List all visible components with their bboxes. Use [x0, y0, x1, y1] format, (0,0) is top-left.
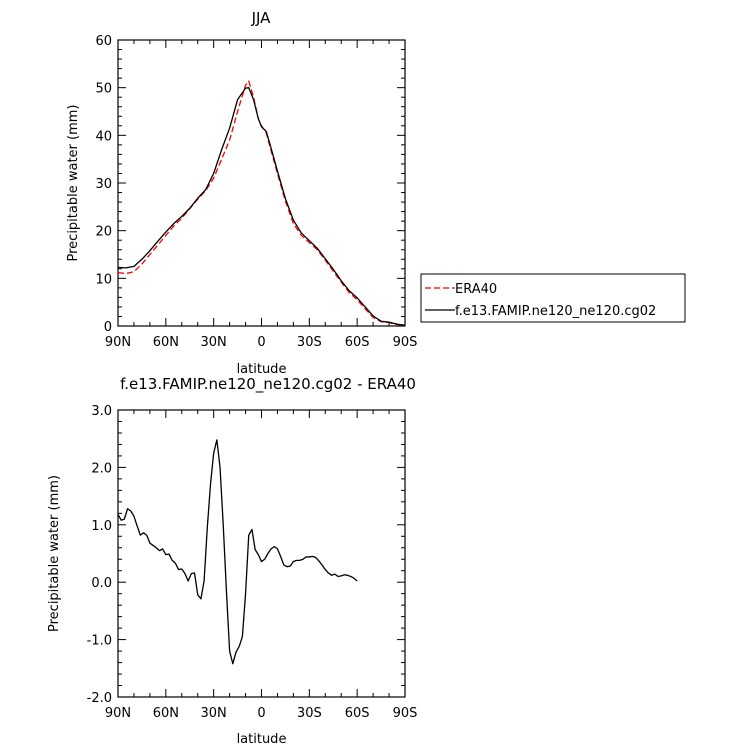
y-tick-label: 30	[95, 177, 112, 192]
legend-label: f.e13.FAMIP.ne120_ne120.cg02	[455, 304, 656, 319]
x-tick-label: 90S	[393, 706, 418, 721]
x-tick-label: 0	[257, 335, 265, 350]
x-tick-label: 90S	[393, 335, 418, 350]
legend-label: ERA40	[455, 282, 497, 297]
chart-title: JJA	[251, 9, 272, 27]
y-tick-label: 3.0	[91, 404, 112, 419]
y-tick-label: 20	[95, 225, 112, 240]
x-tick-label: 30S	[297, 706, 322, 721]
legend: ERA40 f.e13.FAMIP.ne120_ne120.cg02	[420, 273, 686, 323]
y-tick-label: 60	[95, 34, 112, 49]
y-tick-label: 0.0	[91, 576, 112, 591]
y-axis-label: Precipitable water (mm)	[66, 105, 81, 262]
chart-panel-1: JJA 90N 60N 30N 0 30S 60S 90S 0 10 20 30 40 50 60 latit…	[66, 9, 686, 377]
y-tick-label: 0	[104, 320, 112, 335]
x-tick-label: 60S	[345, 706, 370, 721]
y-tick-label: -2.0	[87, 691, 112, 706]
legend-box	[420, 273, 686, 323]
y-tick-label: 2.0	[91, 461, 112, 476]
y-tick-label: 40	[95, 129, 112, 144]
x-tick-label: 30S	[297, 335, 322, 350]
plot-frame	[117, 39, 406, 327]
x-tick-label: 30N	[201, 335, 227, 350]
y-tick-label: 1.0	[91, 519, 112, 534]
chart-panel-2: f.e13.FAMIP.ne120_ne120.cg02 - ERA40 90N 6…	[47, 375, 417, 747]
plot-frame	[117, 409, 406, 698]
y-tick-label: 10	[95, 272, 112, 287]
x-tick-label: 90N	[105, 706, 131, 721]
chart-title: f.e13.FAMIP.ne120_ne120.cg02 - ERA40	[120, 375, 416, 394]
y-tick-label: -1.0	[87, 634, 112, 649]
y-axis-label: Precipitable water (mm)	[47, 475, 62, 632]
x-tick-label: 90N	[105, 335, 131, 350]
series-line-f-e13-famip-ne120-ne120-cg02	[117, 87, 406, 326]
x-tick-label: 60N	[153, 335, 179, 350]
x-tick-label: 60S	[345, 335, 370, 350]
series-line-difference	[117, 439, 358, 665]
x-tick-label: 0	[257, 706, 265, 721]
x-axis-label: latitude	[237, 362, 287, 377]
x-tick-label: 30N	[201, 706, 227, 721]
y-tick-label: 50	[95, 82, 112, 97]
series-line-era40	[117, 80, 406, 327]
x-tick-label: 60N	[153, 706, 179, 721]
x-axis-label: latitude	[237, 732, 287, 747]
